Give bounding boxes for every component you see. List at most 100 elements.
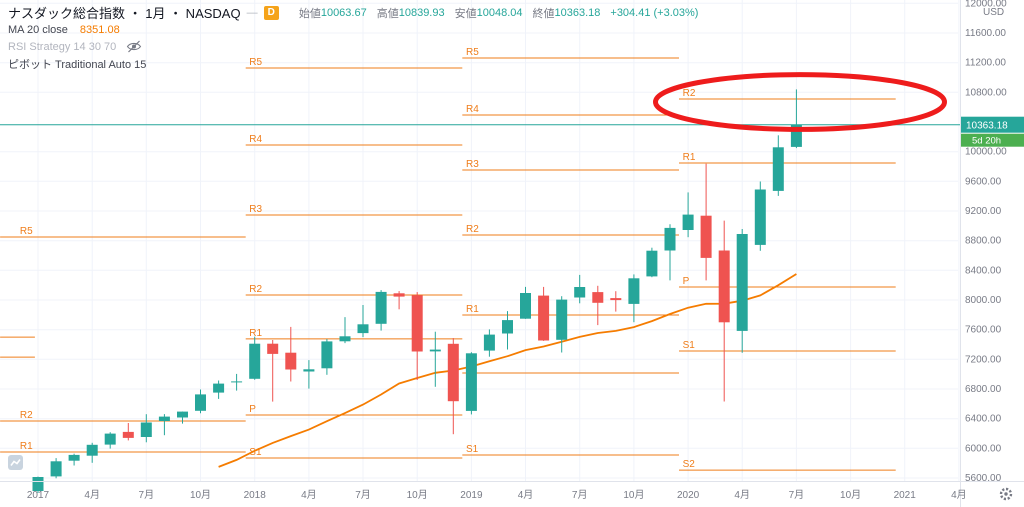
time-tick-label: 2018 bbox=[244, 490, 267, 501]
pivot-label-2019-R5: R5 bbox=[466, 47, 479, 58]
price-tick-label: 10000.00 bbox=[965, 147, 1007, 158]
candle-body bbox=[104, 433, 116, 445]
time-tick-label: 2017 bbox=[27, 490, 50, 501]
price-tick-label: 7200.00 bbox=[965, 354, 1002, 365]
time-tick-label: 4月 bbox=[518, 489, 534, 501]
price-tick-label: 8400.00 bbox=[965, 265, 1002, 276]
grid-layer bbox=[0, 0, 960, 481]
high-label: 高値 bbox=[376, 7, 399, 20]
pivot-indicator-label: ピボット Traditional Auto 15 bbox=[8, 58, 147, 71]
tradingview-logo[interactable] bbox=[8, 455, 23, 470]
svg-text:10363.18: 10363.18 bbox=[966, 121, 1008, 132]
pivot-label-2018-R3: R3 bbox=[249, 204, 262, 215]
time-tick-label: 4月 bbox=[84, 489, 100, 501]
gear-icon[interactable] bbox=[999, 487, 1013, 501]
candle-body bbox=[321, 341, 333, 369]
ma20-line bbox=[218, 273, 797, 468]
pivot-label-2018-R5: R5 bbox=[249, 57, 262, 68]
price-tick-label: 8800.00 bbox=[965, 236, 1002, 247]
last-price-label: 10363.18 bbox=[961, 116, 1024, 133]
candle-body bbox=[465, 353, 477, 411]
candle-body bbox=[213, 383, 225, 393]
delayed-data-badge: D bbox=[263, 5, 279, 20]
candle-body bbox=[32, 477, 44, 491]
price-tick-label: 12000.00 bbox=[965, 0, 1007, 9]
rsi-indicator-label: RSI Strategy 14 30 70 bbox=[8, 40, 117, 53]
candle-body bbox=[700, 215, 712, 258]
time-tick-label: 2021 bbox=[894, 490, 917, 501]
candle-body bbox=[483, 334, 495, 351]
indicator-pivot[interactable]: ピボット Traditional Auto 15 bbox=[8, 55, 698, 72]
pivot-label-2020-S1: S1 bbox=[683, 340, 696, 351]
pivot-label-2017-R2: R2 bbox=[20, 410, 33, 421]
open-value: 10063.67 bbox=[320, 6, 367, 19]
candle-body bbox=[411, 295, 423, 352]
candle-body bbox=[195, 394, 206, 411]
time-tick-label: 7月 bbox=[139, 489, 155, 501]
candle-body bbox=[303, 369, 315, 372]
symbol-title[interactable]: ナスダック総合指数 ・ 1月 ・ NASDAQ bbox=[8, 6, 241, 21]
time-tick-label: 4月 bbox=[951, 489, 967, 501]
time-axis[interactable]: 2017 4月 7月 10月 2018 4月 7月 10月 2019 4月 7月 10月 2020 4月 7… bbox=[27, 489, 967, 501]
time-tick-label: 2019 bbox=[460, 490, 483, 501]
low-value: 10048.04 bbox=[476, 6, 523, 19]
close-value: 10363.18 bbox=[554, 6, 601, 19]
time-tick-label: 7月 bbox=[355, 489, 371, 501]
candle-body bbox=[393, 293, 405, 297]
pivot-label-2020-R2: R2 bbox=[683, 88, 696, 99]
candle-body bbox=[267, 343, 279, 354]
indicator-ma20[interactable]: MA 20 close 8351.08 bbox=[8, 21, 698, 38]
price-tick-label: 11600.00 bbox=[965, 28, 1006, 39]
price-tick-label: 11200.00 bbox=[965, 58, 1006, 69]
highlight-ellipse-annotation[interactable] bbox=[653, 72, 947, 132]
pivot-label-2020-P: P bbox=[683, 276, 690, 287]
price-tick-label: 10800.00 bbox=[965, 87, 1007, 98]
pivot-label-2018-R4: R4 bbox=[249, 134, 262, 145]
candle-body bbox=[538, 295, 550, 341]
currency-label: USD bbox=[983, 7, 1004, 18]
pivot-label-2019-R4: R4 bbox=[466, 104, 479, 115]
candle-body bbox=[231, 381, 243, 383]
candle-body bbox=[86, 444, 98, 456]
bar-countdown-label: 5d 20h bbox=[961, 133, 1024, 147]
indicator-rsi-strategy[interactable]: RSI Strategy 14 30 70 bbox=[8, 38, 698, 55]
time-tick-label: 10月 bbox=[840, 489, 861, 501]
price-tick-label: 6400.00 bbox=[965, 414, 1002, 425]
candle-body bbox=[158, 416, 170, 421]
candle-body bbox=[736, 234, 748, 331]
pivot-label-2019-R1: R1 bbox=[466, 304, 479, 315]
time-tick-label: 10月 bbox=[190, 489, 211, 501]
candle-body bbox=[177, 411, 188, 418]
pivot-levels-layer: R5R2R1R5R4R3R2R1PS1R5R4R3R2R1PS1R2R1PS1S… bbox=[0, 47, 896, 471]
pivot-label-2019-S1: S1 bbox=[466, 444, 479, 455]
ohlc-readout: 始値 10063.67 高値 10839.93 安値 10048.04 終値 10363… bbox=[289, 5, 699, 21]
time-tick-label: 10月 bbox=[407, 489, 428, 501]
candle-body bbox=[502, 320, 513, 334]
ma20-indicator-value: 8351.08 bbox=[79, 23, 120, 36]
candle-body bbox=[339, 336, 351, 342]
candle-body bbox=[610, 298, 622, 301]
change-value: +304.41 (+3.03%) bbox=[610, 6, 699, 19]
candle-body bbox=[122, 431, 134, 438]
candle-body bbox=[429, 349, 441, 352]
candle-body bbox=[592, 292, 604, 303]
candle-body bbox=[664, 227, 676, 251]
time-tick-label: 10月 bbox=[623, 489, 644, 501]
high-value: 10839.93 bbox=[398, 6, 445, 19]
price-tick-label: 6800.00 bbox=[965, 384, 1002, 395]
eye-off-icon[interactable] bbox=[126, 40, 142, 53]
ma20-indicator-label: MA 20 close bbox=[8, 23, 68, 36]
pivot-label-2017-R1: R1 bbox=[20, 441, 33, 452]
legend: ナスダック総合指数 ・ 1月 ・ NASDAQ — D 始値 10063.67 高… bbox=[8, 4, 698, 72]
candle-body bbox=[140, 422, 152, 437]
candle-body bbox=[357, 324, 369, 334]
price-tick-label: 7600.00 bbox=[965, 325, 1002, 336]
candle-body bbox=[790, 124, 802, 147]
candle-body bbox=[574, 287, 586, 298]
pivot-label-2018-S1: S1 bbox=[249, 447, 262, 458]
candles-layer bbox=[32, 89, 802, 493]
pivot-label-2020-S2: S2 bbox=[683, 459, 696, 470]
